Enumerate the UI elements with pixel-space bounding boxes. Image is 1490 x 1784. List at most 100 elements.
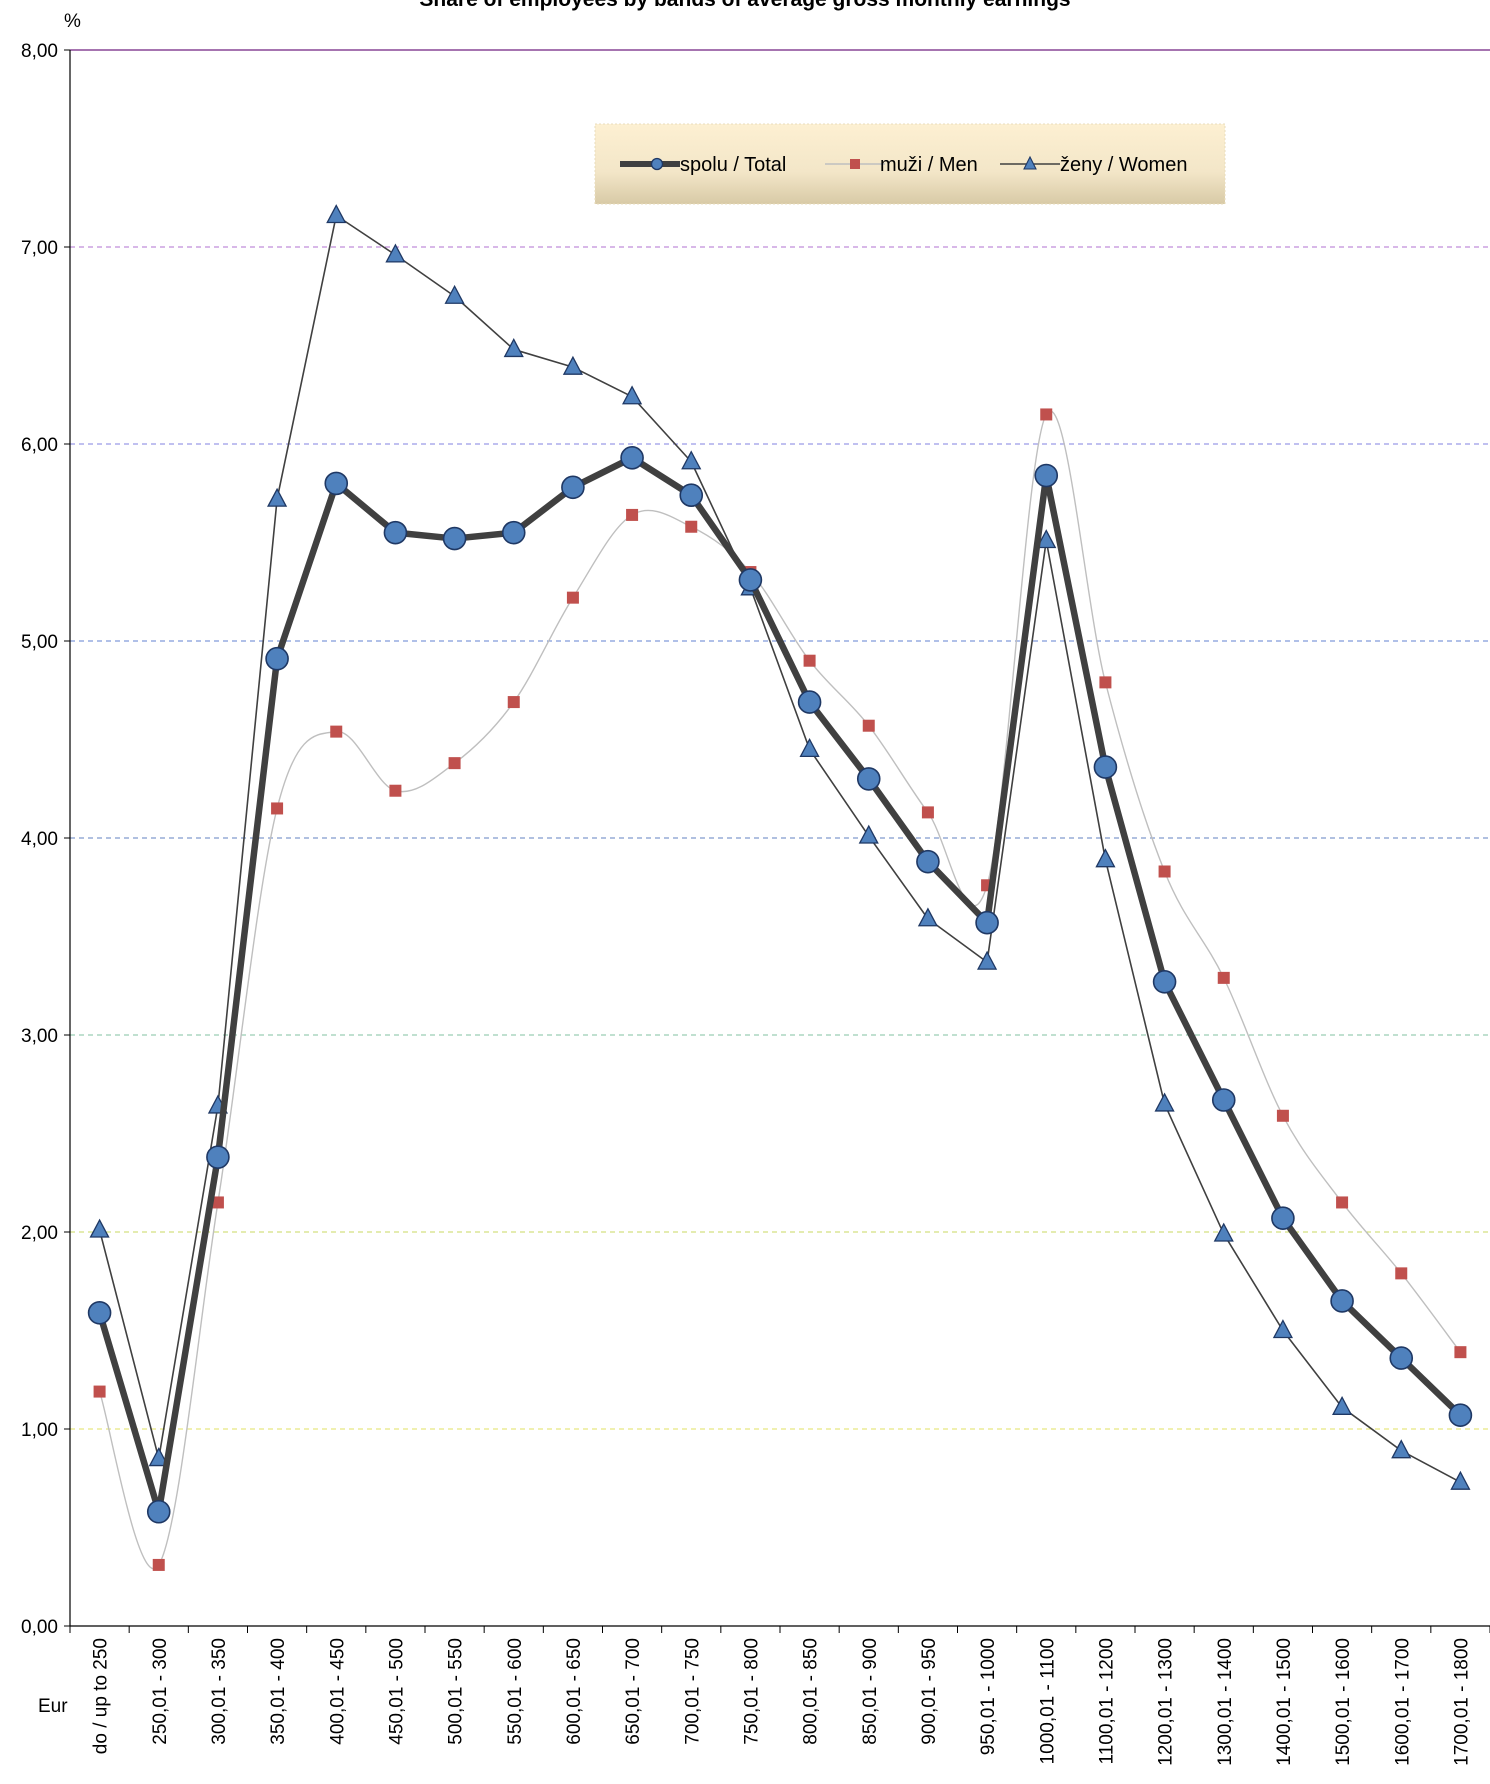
data-point	[1213, 1222, 1234, 1242]
data-point	[858, 824, 879, 844]
x-tick-label: 700,01 - 750	[682, 1638, 703, 1745]
data-point	[442, 526, 467, 551]
x-tick-label: 550,01 - 600	[505, 1638, 526, 1745]
x-tick-label: 1300,01 - 1400	[1215, 1638, 1236, 1766]
data-point	[862, 719, 875, 732]
x-tick-label: 450,01 - 500	[386, 1638, 407, 1745]
data-point	[916, 849, 940, 874]
data-point	[1448, 1403, 1473, 1428]
data-point	[681, 450, 702, 470]
x-tick-label: 950,01 - 1000	[978, 1638, 999, 1755]
data-point	[561, 475, 585, 500]
data-point	[211, 1196, 224, 1209]
y-axis-label: %	[64, 11, 81, 32]
legend-item: ženy / Women	[1000, 154, 1187, 176]
data-point	[1330, 1289, 1354, 1313]
data-point	[501, 520, 526, 545]
data-point	[917, 907, 938, 927]
x-tick-label: 1200,01 - 1300	[1156, 1638, 1177, 1766]
data-point	[622, 385, 643, 405]
data-point	[389, 784, 402, 797]
data-point	[271, 802, 284, 815]
data-point	[1454, 1346, 1467, 1359]
series-line	[98, 214, 1461, 1483]
data-point	[685, 520, 698, 533]
data-point	[1276, 1109, 1289, 1122]
data-point	[1152, 970, 1177, 994]
x-tick-label: 800,01 - 850	[801, 1638, 822, 1745]
data-point	[330, 725, 343, 738]
data-point	[1272, 1319, 1293, 1339]
data-point	[444, 284, 465, 304]
x-tick-label: 1000,01 - 1100	[1037, 1638, 1058, 1764]
data-point	[148, 1447, 169, 1467]
data-point	[385, 243, 406, 263]
data-point	[1099, 676, 1112, 689]
data-point	[738, 568, 763, 592]
data-point	[326, 204, 347, 224]
chart-title: Share of employees by bands of average g…	[419, 0, 1070, 11]
x-tick-label: do / up to 250	[91, 1638, 112, 1754]
data-point	[206, 1145, 230, 1169]
legend-marker	[650, 157, 664, 171]
y-tick-label: 5,00	[21, 632, 58, 653]
data-point	[1217, 971, 1230, 984]
data-point	[324, 471, 349, 496]
data-point	[265, 646, 289, 671]
data-point	[799, 737, 820, 757]
y-tick-label: 8,00	[21, 41, 58, 62]
data-point	[566, 591, 579, 604]
data-point	[152, 1558, 165, 1571]
data-point	[797, 690, 822, 714]
series-circle	[87, 445, 1473, 1524]
data-point	[977, 950, 998, 970]
data-point	[856, 767, 881, 791]
series-triangle	[89, 204, 1471, 1490]
data-point	[448, 757, 461, 770]
x-tick-label: 750,01 - 800	[741, 1638, 762, 1745]
data-point	[1211, 1088, 1236, 1112]
data-point	[1154, 1092, 1175, 1112]
data-point	[507, 696, 520, 709]
legend-marker	[850, 159, 860, 169]
x-tick-label: 1400,01 - 1500	[1274, 1638, 1295, 1766]
data-point	[383, 520, 408, 545]
x-tick-label: 650,01 - 700	[623, 1638, 644, 1745]
x-tick-label: 1700,01 - 1800	[1451, 1638, 1472, 1766]
data-point	[562, 355, 583, 375]
legend-label: spolu / Total	[680, 154, 786, 176]
x-tick-label: 250,01 - 300	[150, 1638, 171, 1745]
legend-label: muži / Men	[880, 154, 978, 176]
data-point	[1040, 408, 1053, 421]
data-point	[1395, 1267, 1408, 1280]
data-point	[626, 508, 639, 521]
x-tick-label: 1500,01 - 1600	[1333, 1638, 1354, 1766]
data-point	[89, 1218, 110, 1238]
legend-box	[594, 123, 1226, 205]
x-tick-label: 1600,01 - 1700	[1392, 1638, 1413, 1766]
data-point	[93, 1385, 106, 1398]
data-point	[1336, 1196, 1349, 1209]
x-tick-label: 850,01 - 900	[860, 1638, 881, 1745]
legend-marker	[1023, 155, 1037, 170]
data-point	[1034, 463, 1059, 488]
data-point	[679, 483, 704, 508]
data-point	[503, 338, 524, 358]
data-point	[1391, 1439, 1412, 1459]
data-point	[1093, 755, 1118, 779]
data-point	[1158, 865, 1171, 878]
data-point	[1095, 848, 1116, 868]
x-tick-label: 900,01 - 950	[919, 1638, 940, 1745]
legend-item: spolu / Total	[620, 154, 786, 176]
data-point	[803, 654, 816, 667]
legend: spolu / Total muži / Men ženy / Women	[594, 123, 1226, 205]
y-tick-label: 1,00	[21, 1420, 58, 1441]
x-tick-label: 400,01 - 450	[327, 1638, 348, 1745]
x-tick-label: 500,01 - 550	[446, 1638, 467, 1745]
x-tick-label: 300,01 - 350	[209, 1638, 230, 1745]
data-point	[921, 806, 934, 819]
series-line	[96, 454, 1463, 1515]
y-tick-label: 4,00	[21, 829, 58, 850]
data-point	[1271, 1206, 1295, 1231]
